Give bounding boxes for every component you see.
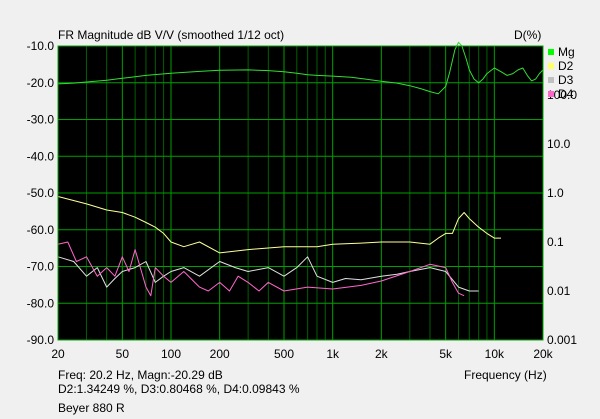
- x-axis-title: Frequency (Hz): [464, 368, 547, 382]
- x-tick-label: 50: [116, 347, 130, 361]
- plot-frame: [57, 45, 544, 341]
- y-tick-label: -30.0: [27, 113, 55, 127]
- y2-tick-label: 0.01: [547, 284, 571, 298]
- y-tick-label: -20.0: [27, 76, 55, 90]
- legend-swatch-mg: [548, 49, 554, 55]
- y-tick-label: -40.0: [27, 149, 55, 163]
- x-tick-label: 20: [51, 347, 65, 361]
- x-tick-label: 20k: [533, 347, 553, 361]
- distortion-readout: D2:1.34249 %, D3:0.80468 %, D4:0.09843 %: [58, 382, 300, 396]
- y-tick-label: -80.0: [27, 296, 55, 310]
- y-tick-label: -60.0: [27, 223, 55, 237]
- y-tick-label: -50.0: [27, 186, 55, 200]
- x-tick-label: 5k: [439, 347, 453, 361]
- legend-label-d4: D4: [558, 87, 574, 101]
- legend-swatch-d4: [548, 91, 554, 97]
- y-tick-label: -70.0: [27, 260, 55, 274]
- x-tick-label: 1k: [326, 347, 340, 361]
- grid-layer: [58, 46, 543, 340]
- x-tick-label: 200: [210, 347, 230, 361]
- x-tick-label: 500: [274, 347, 294, 361]
- x-tick-label: 10k: [485, 347, 505, 361]
- series-line-d2: [57, 196, 501, 254]
- y-tick-label: -10.0: [27, 39, 55, 53]
- right-axis-title: D(%): [514, 28, 542, 42]
- tick-labels: 20 50 100 200 500 1k 2k 5k 10k 20k -10.0 -20.0 -30.0…: [27, 39, 578, 361]
- y2-tick-label: 10.0: [547, 137, 571, 151]
- chart-title: FR Magnitude dB V/V (smoothed 1/12 oct): [58, 28, 285, 42]
- y-tick-label: -90.0: [27, 333, 55, 347]
- legend-swatch-d2: [548, 63, 554, 69]
- x-tick-label: 100: [161, 347, 181, 361]
- cursor-readout: Freq: 20.2 Hz, Magn:-20.29 dB: [58, 368, 223, 382]
- legend-label-d2: D2: [558, 59, 574, 73]
- y2-tick-label: 100.0: [547, 88, 577, 102]
- legend-label-d3: D3: [558, 73, 574, 87]
- legend-swatch-d3: [548, 77, 554, 83]
- series-line-d4: [57, 241, 465, 297]
- y2-tick-label: 0.1: [547, 235, 564, 249]
- y2-tick-label: 1.0: [547, 186, 564, 200]
- device-name: Beyer 880 R: [58, 401, 125, 415]
- legend-label-mg: Mg: [558, 45, 575, 59]
- series-line-mg: [57, 41, 544, 95]
- y2-tick-label: 0.001: [547, 333, 577, 347]
- series-layer: [57, 41, 544, 297]
- x-tick-label: 2k: [375, 347, 389, 361]
